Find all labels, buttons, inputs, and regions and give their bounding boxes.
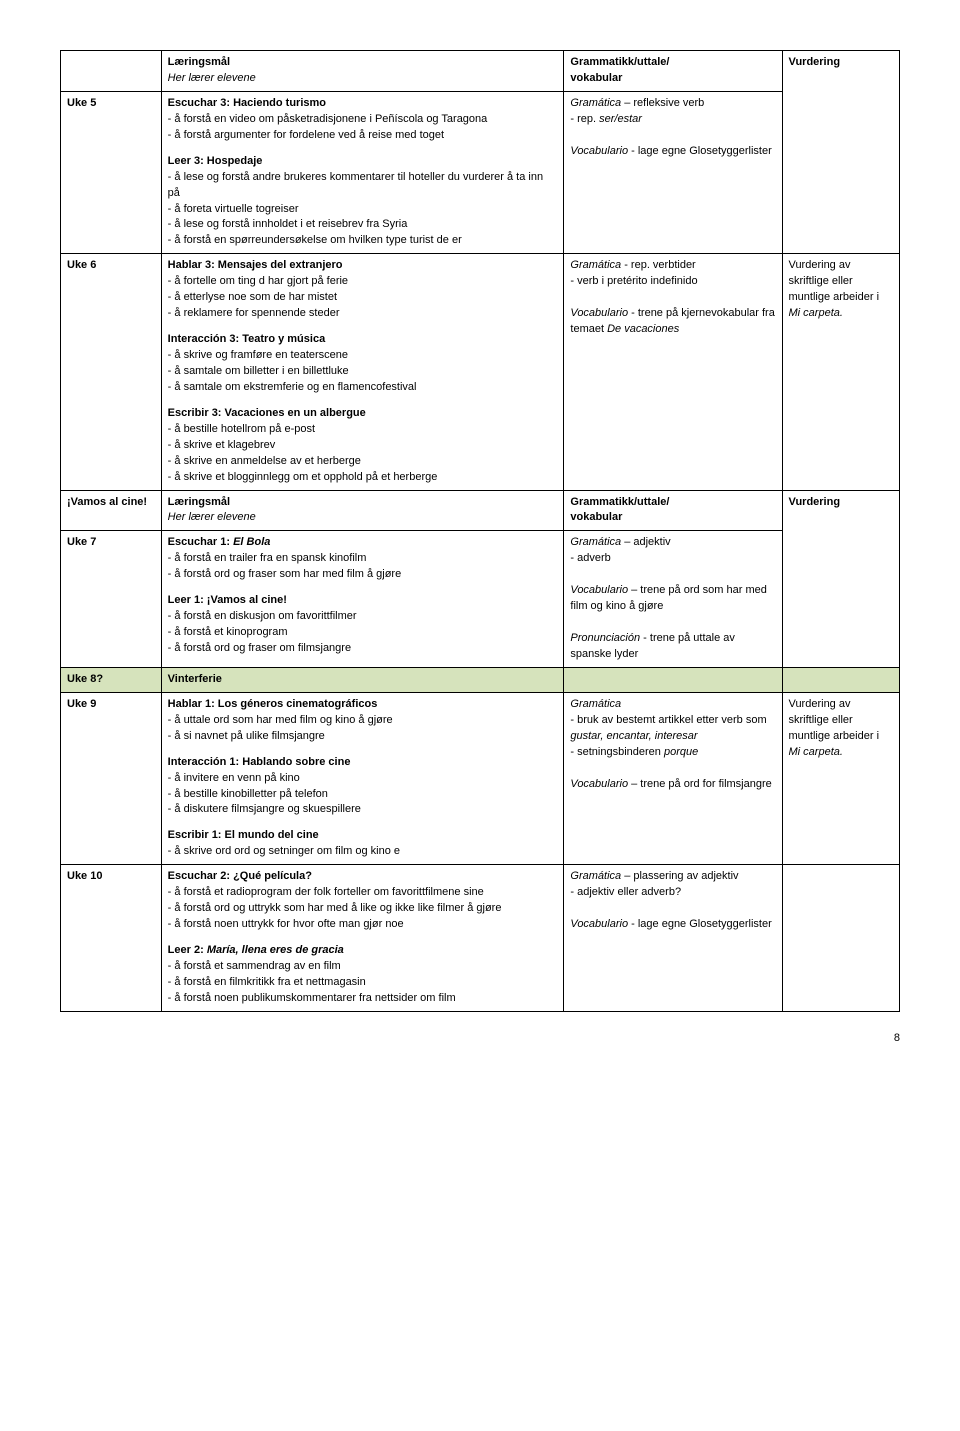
list-item: - å skrive et klagebrev <box>168 439 276 451</box>
col3-header: Grammatikk/uttale/ vokabular <box>564 51 782 92</box>
list-item: - å skrive ord ord og setninger om film … <box>168 845 400 857</box>
col2-content: Escuchar 1: El Bola - å forstå en traile… <box>161 531 564 668</box>
section-title: Interacción 1: Hablando sobre cine <box>168 756 351 768</box>
list-item: - å bestille hotellrom på e-post <box>168 423 315 435</box>
col3-content: Gramática – adjektiv - adverb Vocabulari… <box>564 531 782 668</box>
section-title: Hablar 1: Los géneros cinematográficos <box>168 698 378 710</box>
section-title-italic: El Bola <box>233 536 270 548</box>
list-item: - å forstå en filmkritikk fra et nettmag… <box>168 976 366 988</box>
list-item: - å skrive et blogginnlegg om et opphold… <box>168 471 438 483</box>
col4-content: Vurdering av skriftlige eller muntlige a… <box>782 254 899 490</box>
page-number: 8 <box>60 1032 900 1044</box>
section-title: Interacción 3: Teatro y música <box>168 333 326 345</box>
list-item: - å forstå en spørreundersøkelse om hvil… <box>168 234 462 246</box>
col3-content <box>564 667 782 692</box>
section-title: Escribir 3: Vacaciones en un albergue <box>168 407 366 419</box>
row-label: ¡Vamos al cine! <box>61 490 162 531</box>
header-line: vokabular <box>570 72 622 84</box>
col3-content: Gramática – plassering av adjektiv - adj… <box>564 865 782 1012</box>
col4-header: Vurdering <box>782 490 899 667</box>
row-label: Uke 9 <box>61 692 162 864</box>
row-label: Uke 5 <box>61 91 162 253</box>
col3-content: Gramática – refleksive verb - rep. ser/e… <box>564 91 782 253</box>
col2-content: Vinterferie <box>161 667 564 692</box>
list-item: - å fortelle om ting d har gjort på feri… <box>168 275 348 287</box>
list-item: - å reklamere for spennende steder <box>168 307 340 319</box>
section-title: Leer 1: ¡Vamos al cine! <box>168 594 287 606</box>
list-item: - å invitere en venn på kino <box>168 772 300 784</box>
list-item: - å etterlyse noe som de har mistet <box>168 291 337 303</box>
col3-content: Gramática - rep. verbtider - verb i pret… <box>564 254 782 490</box>
list-item: - å lese og forstå andre brukeres kommen… <box>168 171 543 199</box>
list-item: - å forstå ord og uttrykk som har med å … <box>168 902 502 914</box>
list-item: - å si navnet på ulike filmsjangre <box>168 730 325 742</box>
list-item: - å forstå en trailer fra en spansk kino… <box>168 552 367 564</box>
list-item: - å bestille kinobilletter på telefon <box>168 788 328 800</box>
list-item: - å uttale ord som har med film og kino … <box>168 714 393 726</box>
col2-content: Escuchar 3: Haciendo turismo - å forstå … <box>161 91 564 253</box>
col3-header: Grammatikk/uttale/ vokabular <box>564 490 782 531</box>
list-item: - å forstå en video om påsketradisjonene… <box>168 113 488 125</box>
row-label: Uke 6 <box>61 254 162 490</box>
list-item: - å forstå noen publikumskommentarer fra… <box>168 992 456 1004</box>
list-item: - å forstå et radioprogram der folk fort… <box>168 886 484 898</box>
list-item: - å forstå ord og fraser om filmsjangre <box>168 642 351 654</box>
list-item: - å forstå noen uttrykk for hvor ofte ma… <box>168 918 404 930</box>
row-label: Uke 7 <box>61 531 162 668</box>
col4-content <box>782 667 899 692</box>
list-item: - å forstå en diskusjon om favorittfilme… <box>168 610 357 622</box>
row-label: Uke 8? <box>61 667 162 692</box>
section-title: Hablar 3: Mensajes del extranjero <box>168 259 343 271</box>
header-italic: Her lærer elevene <box>168 72 256 84</box>
col2-content: Hablar 3: Mensajes del extranjero - å fo… <box>161 254 564 490</box>
col4-content <box>782 865 899 1012</box>
list-item: - å forstå et sammendrag av en film <box>168 960 341 972</box>
list-item: - å diskutere filmsjangre og skuespiller… <box>168 803 361 815</box>
list-item: - å skrive en anmeldelse av et herberge <box>168 455 361 467</box>
list-item: - å foreta virtuelle togreiser <box>168 203 299 215</box>
section-title: Escuchar 3: Haciendo turismo <box>168 97 326 109</box>
section-title-italic: María, llena eres de gracia <box>207 944 344 956</box>
list-item: - å skrive og framføre en teaterscene <box>168 349 348 361</box>
section-title: Escuchar 2: ¿Qué película? <box>168 870 312 882</box>
col2-header: Læringsmål Her lærer elevene <box>161 51 564 92</box>
list-item: - å forstå et kinoprogram <box>168 626 288 638</box>
section-title: Escribir 1: El mundo del cine <box>168 829 319 841</box>
list-item: - å forstå ord og fraser som har med fil… <box>168 568 402 580</box>
section-title-prefix: Escuchar 1: <box>168 536 233 548</box>
col4-content: Vurdering av skriftlige eller muntlige a… <box>782 692 899 864</box>
header-line: Grammatikk/uttale/ <box>570 56 669 68</box>
list-item: - å samtale om billetter i en billettluk… <box>168 365 349 377</box>
list-item: - å lese og forstå innholdet i et reiseb… <box>168 218 408 230</box>
list-item: - å forstå argumenter for fordelene ved … <box>168 129 444 141</box>
section-title-prefix: Leer 2: <box>168 944 207 956</box>
col2-content: Hablar 1: Los géneros cinematográficos -… <box>161 692 564 864</box>
row-label <box>61 51 162 92</box>
col2-header: Læringsmål Her lærer elevene <box>161 490 564 531</box>
header-text: Vurdering <box>789 56 841 68</box>
col4-header: Vurdering <box>782 51 899 254</box>
section-title: Leer 3: Hospedaje <box>168 155 263 167</box>
curriculum-table: Læringsmål Her lærer elevene Grammatikk/… <box>60 50 900 1012</box>
row-label: Uke 10 <box>61 865 162 1012</box>
col3-content: Gramática - bruk av bestemt artikkel ett… <box>564 692 782 864</box>
list-item: - å samtale om ekstremferie og en flamen… <box>168 381 417 393</box>
header-bold: Læringsmål <box>168 56 230 68</box>
col2-content: Escuchar 2: ¿Qué película? - å forstå et… <box>161 865 564 1012</box>
